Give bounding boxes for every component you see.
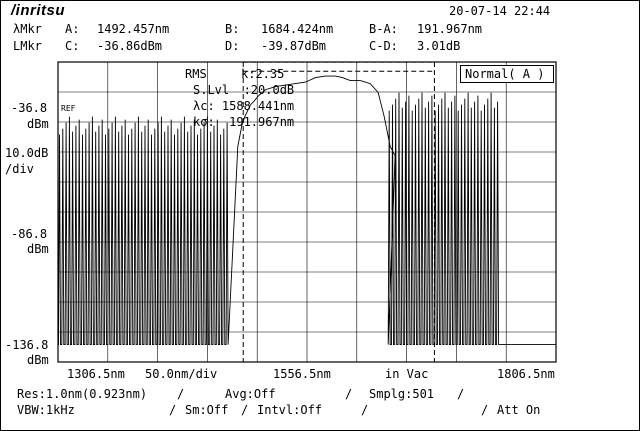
marker-b-value: 1684.424nm: [261, 23, 333, 35]
y-top-value: -36.8: [11, 102, 47, 114]
marker-c-label: C:: [65, 40, 79, 52]
rms-k-value: k:2.35: [241, 68, 284, 80]
status-sep: /: [241, 404, 248, 416]
marker-d-value: -39.87dBm: [261, 40, 326, 52]
datetime: 20-07-14 22:44: [449, 5, 550, 17]
status-sep: /: [177, 388, 184, 400]
marker-ba-label: B-A:: [369, 23, 398, 35]
level-marker-label: LMkr: [13, 40, 42, 52]
rms-center-wavelength: λc: 1588.441nm: [193, 100, 294, 112]
x-span-per-div: 50.0nm/div: [145, 368, 217, 380]
brand-logo: /inritsu: [11, 3, 65, 18]
y-bottom-value: -136.8: [5, 339, 48, 351]
marker-a-value: 1492.457nm: [97, 23, 169, 35]
marker-cd-label: C-D:: [369, 40, 398, 52]
rms-slevel: S.Lvl :20.0dB: [193, 84, 294, 96]
y-scale-value: 10.0dB: [5, 147, 48, 159]
status-interval: Intvl:Off: [257, 404, 322, 416]
ref-mark: REF: [61, 105, 75, 113]
marker-d-label: D:: [225, 40, 239, 52]
y-mid-value: -86.8: [11, 228, 47, 240]
status-sep: /: [169, 404, 176, 416]
x-medium: in Vac: [385, 368, 428, 380]
status-sep: /: [361, 404, 368, 416]
x-stop: 1806.5nm: [497, 368, 555, 380]
marker-b-label: B:: [225, 23, 239, 35]
marker-c-value: -36.86dBm: [97, 40, 162, 52]
y-bottom-unit: dBm: [27, 354, 49, 366]
x-center: 1556.5nm: [273, 368, 331, 380]
marker-cd-value: 3.01dB: [417, 40, 460, 52]
lambda-marker-label: λMkr: [13, 23, 42, 35]
status-attenuator: Att On: [497, 404, 540, 416]
status-smoothing: Sm:Off: [185, 404, 228, 416]
y-scale-unit: /div: [5, 163, 34, 175]
rms-label: RMS: [185, 68, 207, 80]
status-vbw: VBW:1kHz: [17, 404, 75, 416]
x-start: 1306.5nm: [67, 368, 125, 380]
status-average: Avg:Off: [225, 388, 276, 400]
marker-ba-value: 191.967nm: [417, 23, 482, 35]
status-sep: /: [457, 388, 464, 400]
rms-k-sigma: kσ: 191.967nm: [193, 116, 294, 128]
status-sampling: Smplg:501: [369, 388, 434, 400]
status-sep: /: [345, 388, 352, 400]
status-sep: /: [481, 404, 488, 416]
trace-mode: Normal( A ): [465, 68, 544, 80]
y-top-unit: dBm: [27, 118, 49, 130]
marker-a-label: A:: [65, 23, 79, 35]
status-resolution: Res:1.0nm(0.923nm): [17, 388, 147, 400]
y-mid-unit: dBm: [27, 243, 49, 255]
